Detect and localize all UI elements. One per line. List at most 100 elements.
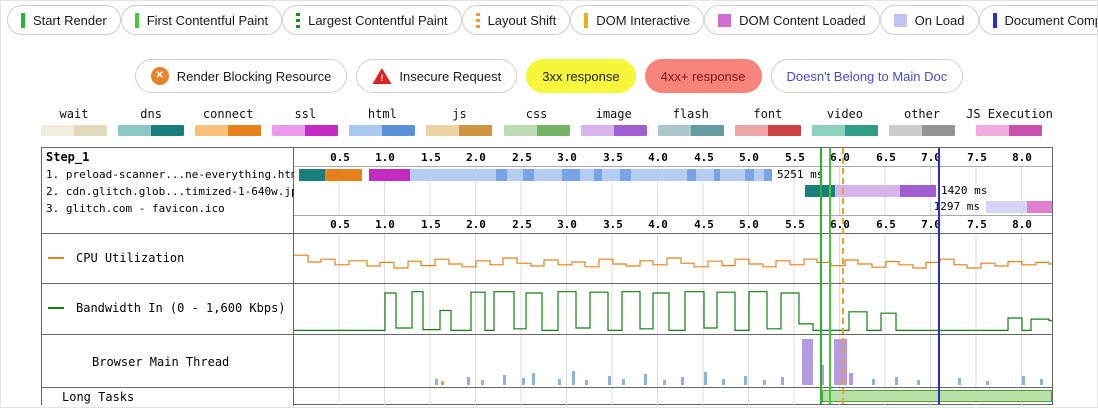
resource-type-label: font [753, 107, 783, 121]
request-bar-segment [325, 169, 362, 181]
time-tick: 6.0 [830, 151, 850, 164]
bandwidth-line-swatch [48, 307, 64, 309]
insecure-warning-icon: ! [372, 68, 392, 84]
time-tick: 4.5 [694, 218, 714, 231]
request-duration-label: 1420 ms [941, 184, 988, 197]
first-contentful-paint-icon [134, 12, 139, 28]
main-thread-label: Browser Main Thread [92, 355, 230, 369]
time-tick: 6.0 [830, 218, 850, 231]
render-blocking-icon: ✕ [150, 67, 169, 85]
long-tasks-label-cell: Long Tasks [42, 388, 294, 406]
legend-label: Document Complete [1004, 12, 1098, 28]
request-bar-segment [900, 185, 936, 197]
legend-dom-content-loaded: DOM Content Loaded [704, 5, 880, 35]
time-tick: 7.5 [967, 151, 987, 164]
time-tick: 4.5 [694, 151, 714, 164]
resource-type-ssl: ssl [272, 107, 339, 136]
resource-type-legend: wait dns connect ssl html js css image flash font… [41, 107, 1053, 136]
request-bar-segment [764, 169, 772, 181]
cpu-line-swatch [48, 257, 64, 259]
markers-legend: Start Render First Contentful Paint Larges… [7, 5, 1097, 35]
legend-first-contentful-paint: First Contentful Paint [120, 5, 283, 35]
time-tick: 5.5 [785, 151, 805, 164]
legend-on-load: On Load [879, 5, 979, 35]
legend-label: Layout Shift [487, 12, 557, 28]
time-tick: 0.5 [330, 218, 350, 231]
resource-type-swatch [811, 125, 878, 136]
request-duration-label: 5251 ms [777, 168, 824, 181]
request-bar-segment [299, 169, 325, 181]
resource-type-label: connect [202, 107, 254, 121]
legend-3xx-response: 3xx response [526, 59, 636, 93]
time-tick: 5.5 [785, 218, 805, 231]
resource-type-css: css [503, 107, 570, 136]
request-bar-row-1: 5251 ms [294, 168, 1052, 183]
resource-type-label: js [452, 107, 467, 121]
resource-type-font: font [734, 107, 801, 136]
time-tick: 8.0 [1012, 151, 1032, 164]
request-bar-segment [594, 169, 602, 181]
bandwidth-label: Bandwidth In (0 - 1,600 Kbps) [76, 301, 286, 315]
main-thread-label-cell: Browser Main Thread [42, 335, 294, 387]
bandwidth-row: Bandwidth In (0 - 1,600 Kbps) [42, 284, 1052, 335]
resource-type-label: video [826, 107, 863, 121]
long-tasks-chart [294, 388, 1052, 406]
time-tick: 1.0 [375, 218, 395, 231]
resource-type-flash: flash [657, 107, 724, 136]
request-url-3[interactable]: 3. glitch.com - favicon.ico [46, 202, 225, 215]
step-label: Step_1 [46, 150, 90, 164]
legend-largest-contentful-paint: Largest Contentful Paint [282, 5, 462, 35]
legend-4xx-response: 4xx+ response [644, 59, 762, 93]
request-bar-segment [835, 185, 900, 197]
on-load-icon [893, 13, 907, 27]
request-bar-segment [687, 169, 696, 181]
resource-type-dns: dns [118, 107, 185, 136]
bandwidth-chart [294, 284, 1052, 334]
time-tick: 2.0 [466, 151, 486, 164]
resource-type-js-execution: JS Execution [966, 107, 1053, 136]
resource-type-label: image [595, 107, 632, 121]
request-duration-label: 1297 ms [933, 200, 980, 213]
legend-render-blocking-resource: ✕ Render Blocking Resource [134, 59, 348, 93]
resource-type-label: other [903, 107, 941, 121]
time-tick: 3.5 [603, 151, 623, 164]
legend-label: Start Render [33, 12, 107, 28]
long-task-bar [822, 390, 1052, 402]
long-tasks-label: Long Tasks [62, 390, 135, 404]
time-tick: 8.0 [1012, 218, 1032, 231]
legend-label: Render Blocking Resource [176, 68, 332, 84]
document-complete-icon [992, 12, 997, 28]
resource-type-label: JS Execution [966, 107, 1053, 121]
dom-interactive-icon [584, 12, 589, 28]
resource-type-swatch [889, 125, 956, 136]
request-url-2[interactable]: 2. cdn.glitch.glob...timized-1-640w.jpg [46, 185, 305, 198]
time-tick: 5.0 [739, 151, 759, 164]
resource-type-swatch [580, 125, 647, 136]
legend-label: 3xx response [542, 68, 620, 84]
resource-type-swatch [272, 125, 339, 136]
resource-type-swatch [41, 125, 107, 136]
cpu-utilization-row: CPU Utilization [42, 234, 1052, 284]
request-bar-segment [523, 169, 534, 181]
resource-type-swatch [118, 125, 185, 136]
request-url-1[interactable]: 1. preload-scanner...ne-everything.html [46, 168, 305, 181]
browser-main-thread-row: Browser Main Thread [42, 335, 1052, 388]
resource-type-js: js [426, 107, 493, 136]
time-tick: 0.5 [330, 151, 350, 164]
time-axis-top: 0.5 1.0 1.5 2.0 2.5 3.0 3.5 4.0 4.5 5.0 5.5 6.0 6.5 7… [294, 148, 1052, 167]
legend-label: Insecure Request [399, 68, 502, 84]
legend-doesn-t-belong-to-main-doc[interactable]: Doesn't Belong to Main Doc [770, 59, 964, 93]
legend-insecure-request: ! Insecure Request [356, 59, 518, 93]
waterfall-chart: 0.5 1.0 1.5 2.0 2.5 3.0 3.5 4.0 4.5 5.0 5.5 6.0 6.5 7… [294, 148, 1052, 233]
request-bar-segment [805, 185, 835, 197]
time-tick: 2.5 [512, 151, 532, 164]
time-tick: 3.5 [603, 218, 623, 231]
request-bar-row-2: 1420 ms [294, 184, 1052, 199]
request-bar-segment [620, 169, 631, 181]
request-bar-segment [496, 169, 507, 181]
resource-type-html: html [349, 107, 416, 136]
legend-start-render: Start Render [7, 5, 121, 35]
legend-label: Largest Contentful Paint [308, 12, 448, 28]
layout-shift-icon [475, 12, 480, 28]
